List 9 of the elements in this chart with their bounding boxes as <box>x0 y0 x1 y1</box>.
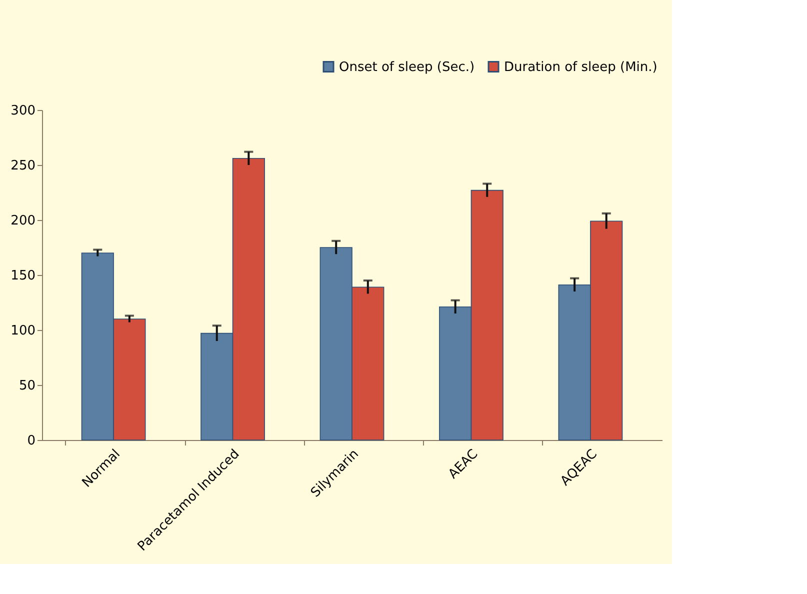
y-tick-label: 50 <box>18 378 36 394</box>
y-tick-label: 0 <box>27 434 36 448</box>
y-tick-label: 300 <box>10 104 36 118</box>
y-tick-label: 100 <box>10 324 36 338</box>
legend-label: Onset of sleep (Sec.) <box>339 60 475 75</box>
y-tick-label: 250 <box>10 158 36 174</box>
y-tick-label: 200 <box>10 214 36 228</box>
y-tick-label: 150 <box>10 268 36 284</box>
legend-label: Duration of sleep (Min.) <box>504 60 658 75</box>
